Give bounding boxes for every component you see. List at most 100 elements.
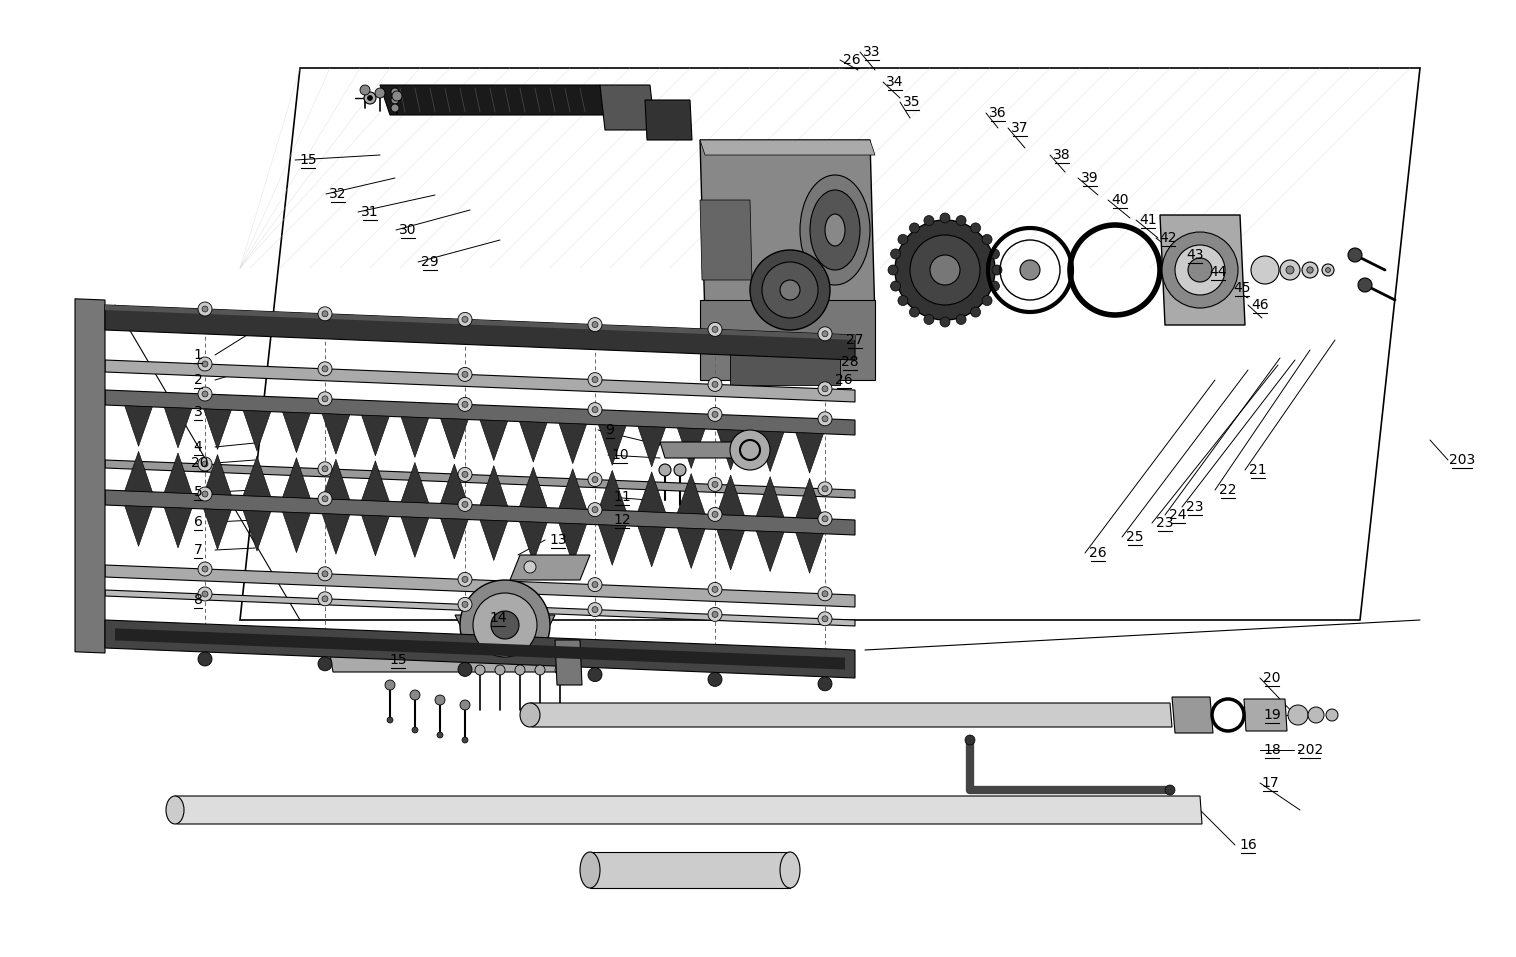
Text: 13: 13 bbox=[549, 533, 567, 547]
Polygon shape bbox=[559, 523, 587, 564]
Text: 37: 37 bbox=[1011, 121, 1029, 135]
Polygon shape bbox=[105, 305, 855, 360]
Circle shape bbox=[1289, 705, 1308, 725]
Circle shape bbox=[675, 464, 687, 476]
Circle shape bbox=[199, 387, 212, 401]
Text: 20: 20 bbox=[1263, 671, 1281, 685]
Text: 31: 31 bbox=[361, 205, 379, 219]
Circle shape bbox=[391, 104, 399, 112]
Circle shape bbox=[321, 570, 327, 577]
Circle shape bbox=[321, 311, 327, 317]
Circle shape bbox=[1348, 248, 1361, 262]
Circle shape bbox=[781, 280, 800, 300]
Circle shape bbox=[199, 587, 212, 601]
Circle shape bbox=[393, 91, 402, 101]
Polygon shape bbox=[717, 430, 744, 470]
Circle shape bbox=[588, 603, 602, 616]
Circle shape bbox=[588, 318, 602, 331]
Circle shape bbox=[458, 367, 471, 382]
Circle shape bbox=[321, 596, 327, 602]
Polygon shape bbox=[203, 455, 232, 495]
Text: 1: 1 bbox=[194, 348, 203, 362]
Circle shape bbox=[385, 680, 396, 690]
Polygon shape bbox=[678, 528, 705, 568]
Circle shape bbox=[588, 473, 602, 486]
Circle shape bbox=[475, 665, 485, 675]
Polygon shape bbox=[590, 852, 790, 888]
Circle shape bbox=[593, 377, 597, 383]
Circle shape bbox=[321, 366, 327, 372]
Polygon shape bbox=[1245, 699, 1287, 731]
Polygon shape bbox=[700, 140, 875, 155]
Polygon shape bbox=[105, 460, 855, 498]
Circle shape bbox=[462, 501, 468, 507]
Circle shape bbox=[202, 361, 208, 367]
Circle shape bbox=[458, 572, 471, 587]
Circle shape bbox=[819, 481, 832, 496]
Polygon shape bbox=[555, 640, 582, 685]
Circle shape bbox=[318, 567, 332, 581]
Circle shape bbox=[890, 281, 901, 291]
Circle shape bbox=[1161, 232, 1239, 308]
Circle shape bbox=[713, 412, 719, 417]
Ellipse shape bbox=[581, 852, 600, 888]
Polygon shape bbox=[105, 305, 855, 340]
Polygon shape bbox=[520, 467, 547, 507]
Text: 38: 38 bbox=[1054, 148, 1070, 162]
Text: 33: 33 bbox=[863, 45, 881, 59]
Circle shape bbox=[473, 593, 537, 657]
Polygon shape bbox=[105, 360, 855, 402]
Circle shape bbox=[437, 732, 443, 738]
Circle shape bbox=[713, 612, 719, 617]
Circle shape bbox=[982, 234, 991, 244]
Polygon shape bbox=[402, 462, 429, 503]
Polygon shape bbox=[402, 417, 429, 457]
Polygon shape bbox=[74, 299, 105, 653]
Circle shape bbox=[713, 326, 719, 332]
Polygon shape bbox=[124, 506, 153, 546]
Circle shape bbox=[491, 611, 518, 639]
Circle shape bbox=[822, 590, 828, 597]
Polygon shape bbox=[243, 510, 271, 551]
Circle shape bbox=[1251, 256, 1280, 284]
Ellipse shape bbox=[810, 190, 860, 270]
Circle shape bbox=[318, 462, 332, 476]
Circle shape bbox=[199, 562, 212, 576]
Text: 16: 16 bbox=[1239, 838, 1257, 852]
Polygon shape bbox=[756, 477, 784, 517]
Circle shape bbox=[822, 615, 828, 622]
Circle shape bbox=[713, 382, 719, 388]
Circle shape bbox=[822, 386, 828, 391]
Text: 14: 14 bbox=[490, 611, 506, 625]
Text: 4: 4 bbox=[194, 440, 202, 454]
Circle shape bbox=[991, 265, 1002, 275]
Circle shape bbox=[462, 401, 468, 408]
Circle shape bbox=[940, 213, 951, 223]
Text: 26: 26 bbox=[835, 373, 854, 387]
Circle shape bbox=[708, 323, 722, 337]
Polygon shape bbox=[796, 433, 823, 473]
Circle shape bbox=[957, 215, 966, 226]
Circle shape bbox=[822, 516, 828, 522]
Polygon shape bbox=[678, 474, 705, 514]
Polygon shape bbox=[700, 140, 875, 320]
Circle shape bbox=[202, 461, 208, 467]
Polygon shape bbox=[105, 490, 855, 535]
Circle shape bbox=[1175, 245, 1225, 295]
Text: 43: 43 bbox=[1186, 248, 1204, 262]
Ellipse shape bbox=[800, 175, 870, 285]
Polygon shape bbox=[321, 514, 350, 554]
Polygon shape bbox=[441, 464, 468, 504]
Polygon shape bbox=[678, 428, 705, 468]
Polygon shape bbox=[700, 300, 875, 380]
Circle shape bbox=[910, 235, 979, 305]
Circle shape bbox=[708, 583, 722, 596]
Polygon shape bbox=[756, 431, 784, 472]
Circle shape bbox=[819, 587, 832, 601]
Circle shape bbox=[202, 491, 208, 497]
Polygon shape bbox=[717, 475, 744, 516]
Text: 2: 2 bbox=[194, 373, 202, 387]
Circle shape bbox=[202, 306, 208, 312]
Polygon shape bbox=[243, 456, 271, 497]
Circle shape bbox=[659, 464, 672, 476]
